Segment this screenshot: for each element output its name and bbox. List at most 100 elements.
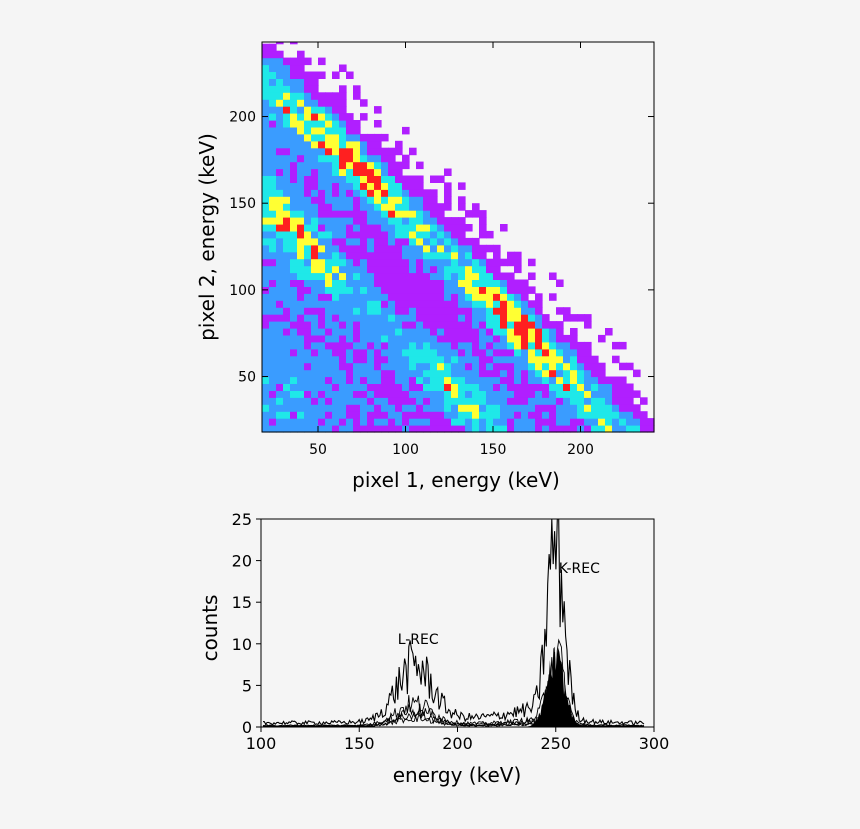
heatmap-cell (472, 286, 480, 294)
heatmap-cell (437, 217, 445, 225)
heatmap-cell (276, 411, 284, 419)
heatmap-cell (332, 182, 340, 190)
heatmap-cell (437, 390, 445, 398)
heatmap-cell (472, 203, 480, 211)
heatmap-cell (360, 251, 368, 260)
heatmap-cell (528, 286, 536, 294)
heatmap-cell (395, 189, 403, 197)
heatmap-cell (514, 307, 522, 315)
heatmap-cell (535, 369, 543, 378)
heatmap-cell (549, 362, 557, 371)
heatmap-cell (360, 237, 368, 246)
heatmap-cell (346, 126, 354, 135)
heatmap-cell (374, 133, 382, 142)
heatmap-cell (290, 341, 298, 350)
heatmap-cell (423, 210, 431, 218)
heatmap-cell (591, 383, 599, 391)
heatmap-cell (304, 411, 312, 419)
heatmap-cell (395, 161, 403, 170)
heatmap-cell (402, 348, 410, 357)
heatmap-cell (283, 376, 291, 384)
heatmap-cell (584, 390, 592, 398)
heatmap-cell (640, 418, 648, 426)
heatmap-cell (556, 397, 564, 405)
heatmap-cell (402, 230, 410, 239)
heatmap-cell (374, 383, 382, 391)
heatmap-cell (332, 189, 340, 197)
heatmap-cell (591, 390, 599, 398)
heatmap-cell (423, 279, 431, 287)
heatmap-cell (444, 341, 452, 350)
heatmap-cell (612, 341, 620, 350)
heatmap-cell (276, 140, 284, 149)
heatmap-cell (360, 196, 368, 204)
heatmap-cell (318, 314, 326, 322)
heatmap-cell (283, 161, 291, 170)
heatmap-cell (304, 286, 312, 294)
heatmap-cell (416, 348, 424, 357)
heatmap-cell (269, 120, 277, 128)
heatmap-cell (402, 376, 410, 384)
heatmap-cell (493, 265, 501, 274)
heatmap-cell (360, 161, 368, 170)
heatmap-cell (430, 390, 438, 398)
heatmap-cell (339, 217, 347, 225)
heatmap-cell (262, 279, 270, 287)
heatmap-cell (486, 321, 494, 329)
heatmap-cell (395, 321, 403, 329)
heatmap-cell (360, 328, 368, 336)
heatmap-cell (367, 182, 375, 190)
heatmap-cell (339, 341, 347, 350)
heatmap-cell (444, 334, 452, 343)
heatmap-cell (416, 300, 424, 308)
heatmap-cell (276, 71, 284, 79)
heatmap-cell (416, 314, 424, 322)
heatmap-cell (332, 341, 340, 350)
heatmap-cell (332, 279, 340, 287)
heatmap-cell (395, 383, 403, 391)
heatmap-cell (437, 251, 445, 260)
heatmap-cell (262, 182, 270, 190)
heatmap-cell (437, 258, 445, 267)
heatmap-cell (514, 404, 522, 412)
heatmap-cell (444, 411, 452, 419)
heatmap-cell (262, 314, 270, 322)
heatmap-cell (612, 376, 620, 384)
heatmap-cell (619, 418, 627, 426)
heatmap-cell (276, 376, 284, 384)
heatmap-cell (339, 411, 347, 419)
heatmap-cell (395, 279, 403, 287)
heatmap-cell (479, 397, 487, 405)
heatmap-cell (409, 182, 417, 190)
heatmap-cell (472, 237, 480, 246)
heatmap-cell (388, 341, 396, 350)
heatmap-cell (311, 244, 319, 253)
heatmap-cell (339, 258, 347, 267)
heatmap-cell (339, 355, 347, 364)
heatmap-cell (269, 404, 277, 412)
heatmap-cell (507, 369, 515, 378)
heatmap-cell (367, 369, 375, 378)
heatmap-x-tick-label: 100 (392, 442, 419, 458)
heatmap-cell (451, 397, 459, 405)
heatmap-cell (556, 369, 564, 378)
heatmap-cell (360, 314, 368, 322)
heatmap-cell (276, 328, 284, 336)
heatmap-cell (381, 390, 389, 398)
heatmap-cell (367, 203, 375, 211)
heatmap-cell (472, 244, 480, 253)
heatmap-cell (339, 120, 347, 128)
heatmap-cell (374, 404, 382, 412)
heatmap-cell (290, 293, 298, 301)
heatmap-cell (549, 369, 557, 378)
heatmap-cell (542, 328, 550, 336)
heatmap-cell (416, 334, 424, 343)
heatmap-cell (332, 154, 340, 163)
heatmap-cell (283, 133, 291, 142)
heatmap-cell (332, 362, 340, 371)
heatmap-cell (619, 383, 627, 391)
heatmap-cell (521, 418, 529, 426)
heatmap-cell (514, 279, 522, 287)
heatmap-cell (276, 286, 284, 294)
heatmap-cell (304, 390, 312, 398)
